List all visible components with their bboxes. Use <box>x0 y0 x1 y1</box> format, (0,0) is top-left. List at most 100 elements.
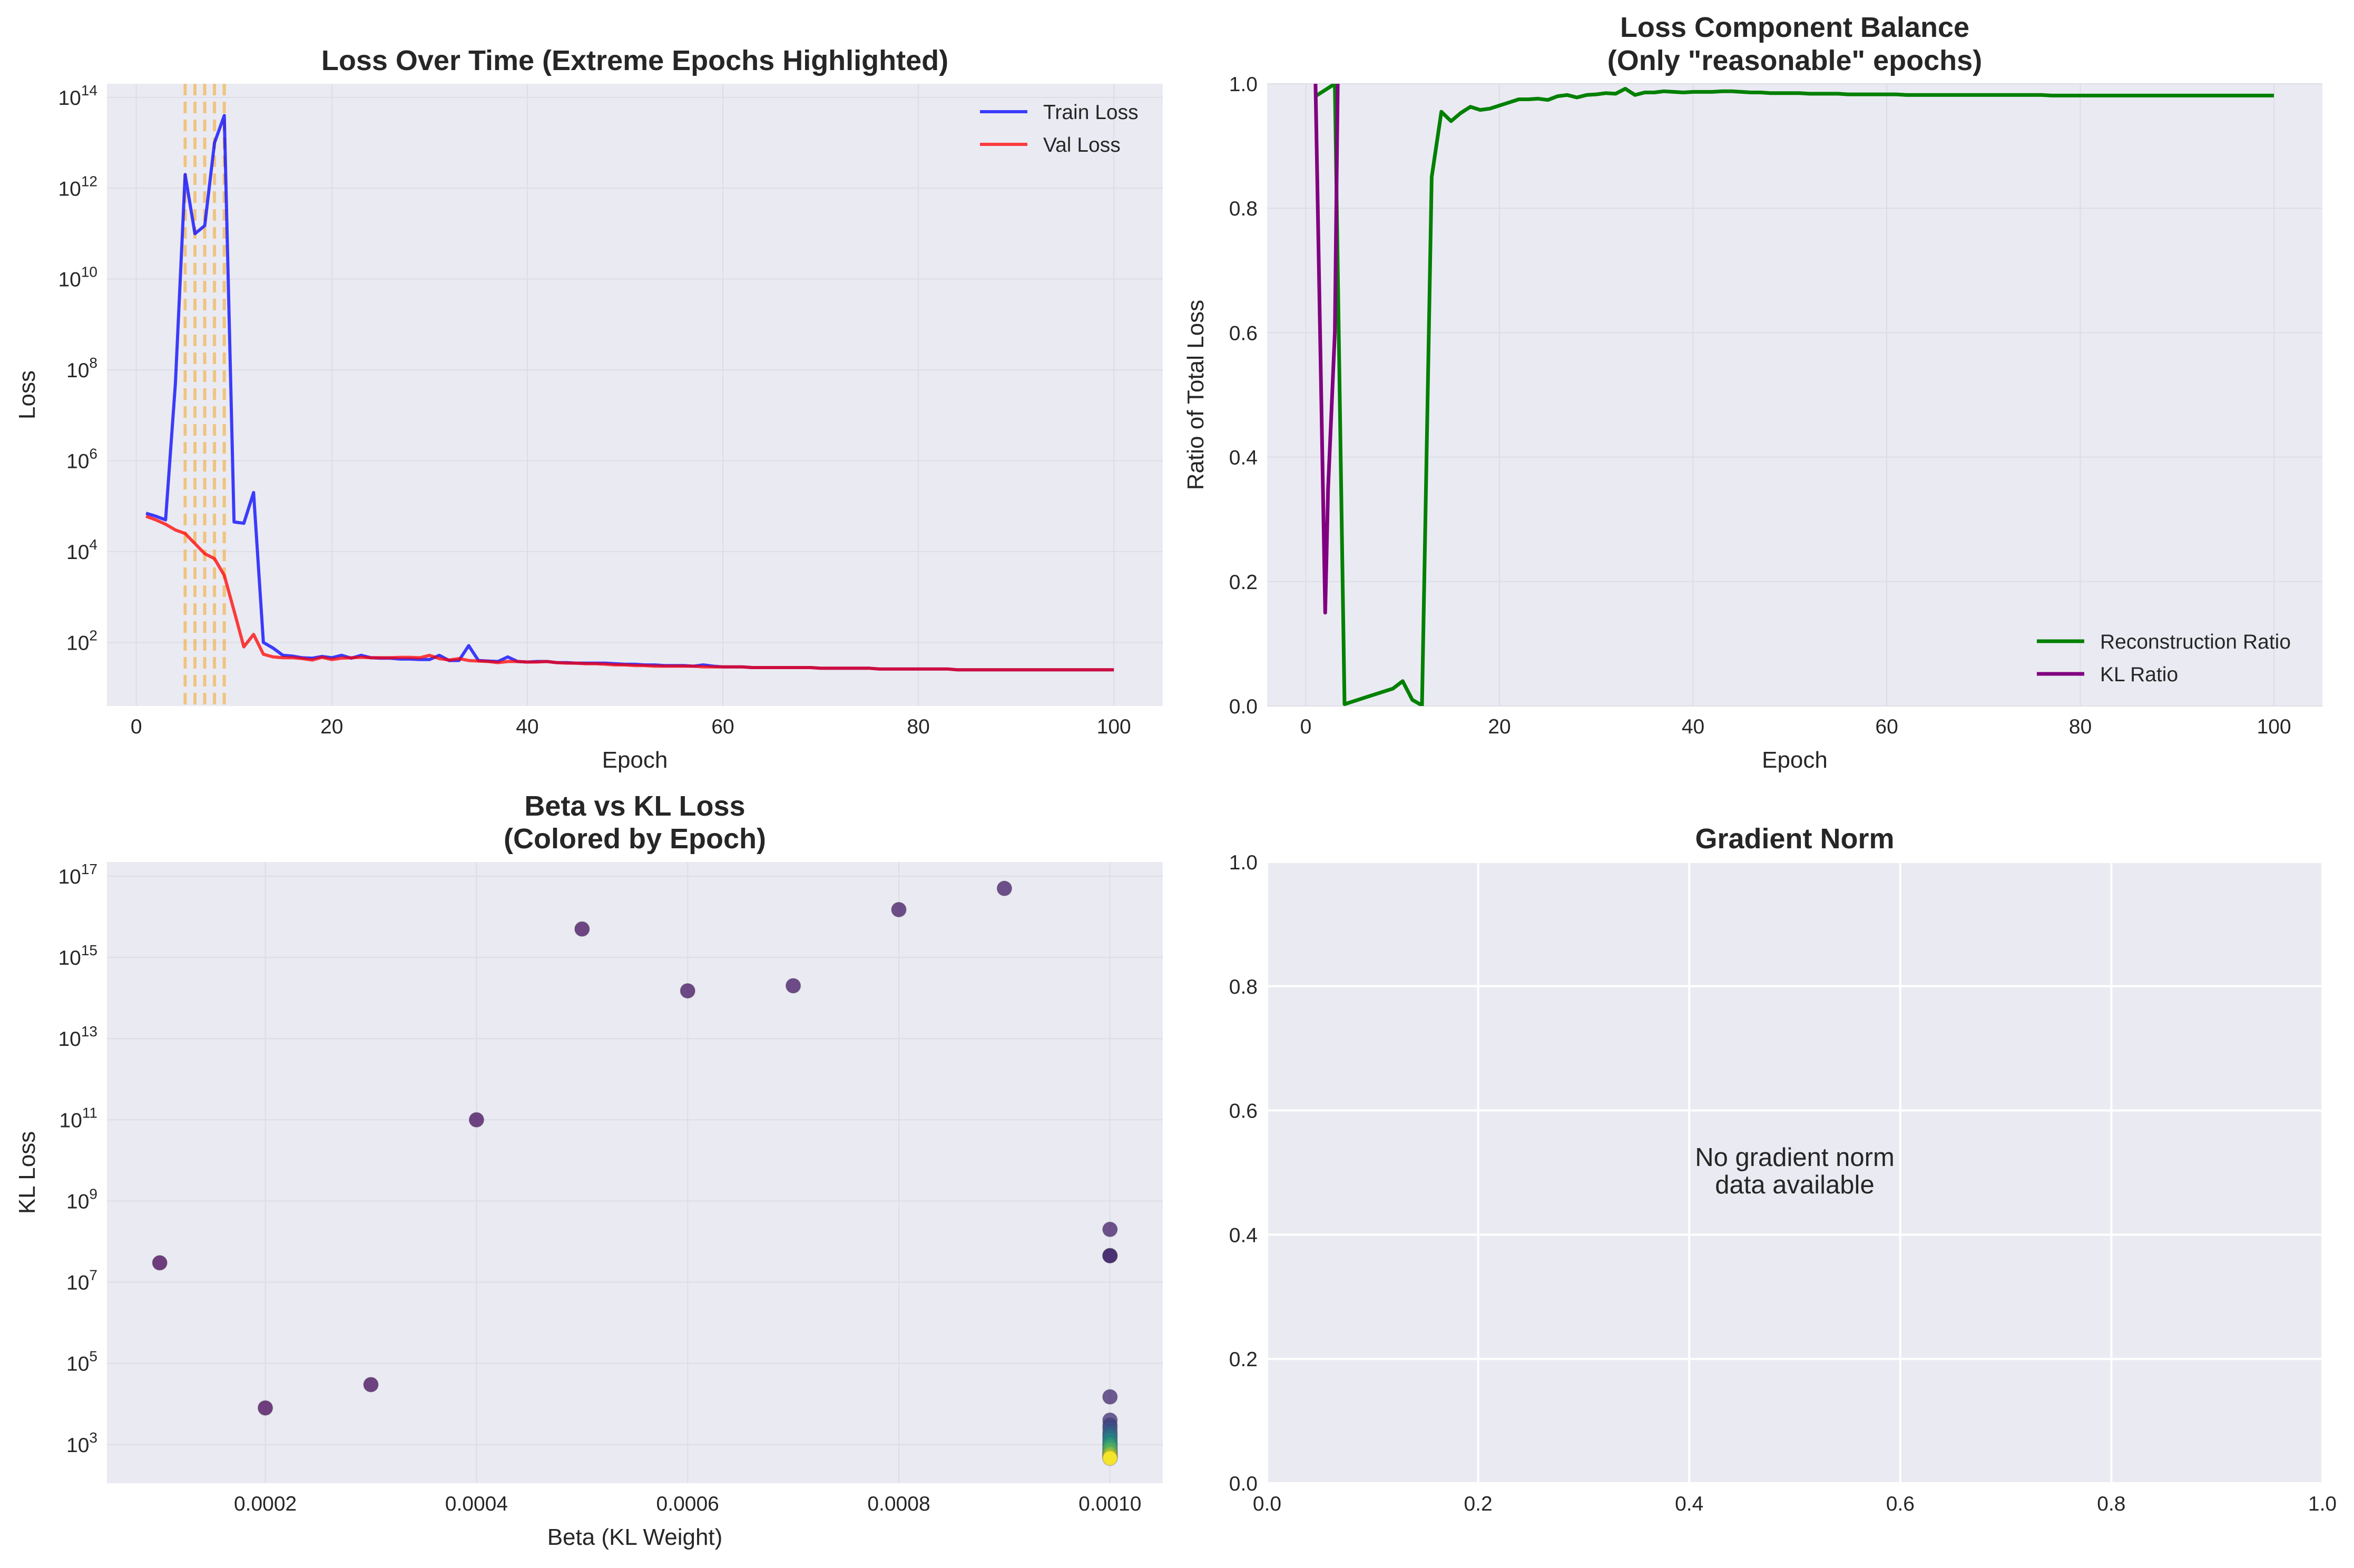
scatter-point <box>468 1112 485 1128</box>
x-tick-label: 60 <box>711 716 734 738</box>
tick-base: 10 <box>66 359 89 382</box>
scatter-point <box>574 921 590 937</box>
tick-exponent: 2 <box>89 627 97 643</box>
x-tick-label: 40 <box>1682 716 1704 738</box>
tick-exponent: 12 <box>81 173 97 189</box>
y-tick-label: 1.0 <box>1229 73 1258 96</box>
y-tick-label: 0.2 <box>1229 571 1258 594</box>
tick-exponent: 8 <box>89 355 97 371</box>
chart-subtitle: (Colored by Epoch) <box>504 823 766 855</box>
scatter-point <box>1102 1221 1118 1238</box>
x-tick-label: 0.4 <box>1675 1493 1703 1515</box>
scatter-point <box>257 1400 273 1416</box>
chart-title: Gradient Norm <box>1695 823 1894 855</box>
y-tick-label: 0.4 <box>1229 447 1258 469</box>
y-tick-label: 0.6 <box>1229 1100 1258 1123</box>
y-tick-label: 1015 <box>58 942 97 969</box>
y-axis-label: Loss <box>14 370 40 419</box>
x-tick-label: 0.0006 <box>656 1493 719 1515</box>
scatter-point <box>891 901 907 918</box>
y-tick-label: 109 <box>66 1185 97 1213</box>
x-tick-label: 0.8 <box>2097 1493 2125 1515</box>
kl-ratio-line <box>1313 84 1340 615</box>
x-tick-label: 1.0 <box>2308 1493 2337 1515</box>
y-tick-label: 107 <box>66 1267 97 1295</box>
x-tick-label: 20 <box>1488 716 1511 738</box>
val-loss-line <box>145 514 1114 672</box>
tick-base: 10 <box>58 269 81 291</box>
tick-exponent: 6 <box>89 445 97 462</box>
tick-exponent: 14 <box>81 82 97 99</box>
y-tick-label: 103 <box>66 1429 97 1457</box>
x-tick-label: 40 <box>516 716 538 738</box>
x-tick-label: 80 <box>2069 716 2092 738</box>
y-tick-label: 0.8 <box>1229 976 1258 998</box>
y-tick-label: 1017 <box>58 861 97 888</box>
legend-label: KL Ratio <box>2100 663 2178 686</box>
y-tick-label: 1013 <box>58 1023 97 1051</box>
x-tick-label: 20 <box>320 716 343 738</box>
plot-area-balance <box>1267 84 2322 706</box>
x-tick-label: 0.2 <box>1464 1493 1492 1515</box>
scatter-point <box>1102 1389 1118 1405</box>
tick-base: 10 <box>66 1272 89 1295</box>
legend-label: Train Loss <box>1043 101 1139 124</box>
reconstruction-ratio-line <box>1315 84 2274 706</box>
y-axis-label: KL Loss <box>14 1131 40 1214</box>
tick-base: 10 <box>58 947 81 969</box>
no-data-message: No gradient norm <box>1695 1143 1895 1172</box>
scatter-point <box>1102 1248 1118 1263</box>
scatter-point <box>785 978 801 994</box>
y-axis-label: Ratio of Total Loss <box>1183 300 1209 490</box>
y-tick-label: 102 <box>66 627 97 654</box>
legend-label: Val Loss <box>1043 134 1121 156</box>
tick-exponent: 10 <box>81 264 97 280</box>
plot-area-loss <box>107 84 1163 706</box>
tick-exponent: 15 <box>81 942 97 958</box>
tick-exponent: 5 <box>89 1348 97 1365</box>
chart-title: Beta vs KL Loss <box>524 790 745 822</box>
tick-base: 10 <box>66 541 89 564</box>
tick-exponent: 4 <box>89 536 97 553</box>
scatter-point <box>996 880 1013 896</box>
tick-base: 10 <box>58 1028 81 1051</box>
tick-base: 10 <box>66 1353 89 1376</box>
tick-base: 10 <box>66 450 89 473</box>
tick-base: 10 <box>60 1109 82 1132</box>
tick-exponent: 17 <box>81 861 97 877</box>
tick-exponent: 3 <box>89 1429 97 1446</box>
y-tick-label: 0.0 <box>1229 695 1258 718</box>
tick-base: 10 <box>66 632 89 654</box>
tick-exponent: 13 <box>81 1023 97 1040</box>
x-tick-label: 100 <box>1097 716 1131 738</box>
scatter-point <box>1102 1451 1118 1466</box>
y-tick-label: 1014 <box>58 82 97 110</box>
x-tick-label: 100 <box>2257 716 2291 738</box>
x-tick-label: 60 <box>1875 716 1898 738</box>
y-tick-label: 1011 <box>60 1104 97 1132</box>
x-tick-label: 0.0008 <box>867 1493 930 1515</box>
y-tick-label: 0.0 <box>1229 1473 1258 1495</box>
plot-area-gradient-norm <box>1267 862 2322 1483</box>
y-tick-label: 105 <box>66 1348 97 1376</box>
y-tick-label: 0.8 <box>1229 198 1258 220</box>
tick-exponent: 11 <box>82 1104 97 1121</box>
x-tick-label: 0.0004 <box>445 1493 508 1515</box>
chart-title: Loss Over Time (Extreme Epochs Highlight… <box>321 45 948 76</box>
chart-subtitle: (Only "reasonable" epochs) <box>1607 45 1982 76</box>
x-tick-label: 0.0010 <box>1078 1493 1141 1515</box>
y-tick-label: 104 <box>66 536 97 564</box>
x-tick-label: 0 <box>131 716 142 738</box>
x-tick-label: 80 <box>907 716 929 738</box>
tick-base: 10 <box>58 178 81 200</box>
x-tick-label: 0.0 <box>1253 1493 1281 1515</box>
tick-base: 10 <box>66 1190 89 1213</box>
scatter-point <box>363 1377 379 1393</box>
y-tick-label: 1010 <box>58 264 97 291</box>
x-axis-label: Epoch <box>602 747 668 773</box>
x-axis-label: Epoch <box>1762 747 1828 773</box>
scatter-point <box>152 1255 168 1271</box>
y-tick-label: 0.6 <box>1229 322 1258 345</box>
tick-exponent: 9 <box>89 1185 97 1202</box>
